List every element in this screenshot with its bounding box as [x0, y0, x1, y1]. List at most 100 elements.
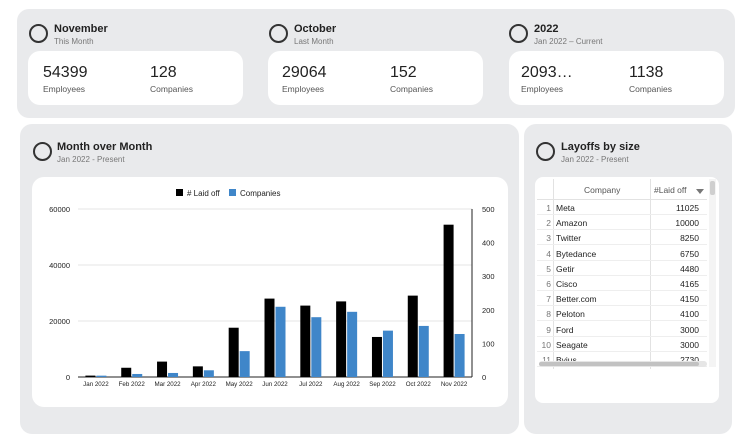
bar-laid-off[interactable]: [121, 367, 132, 377]
row-index: 10: [541, 339, 551, 350]
company-name: Twitter: [556, 233, 582, 244]
bar-laid-off[interactable]: [264, 298, 275, 377]
x-tick-label: Mar 2022: [154, 381, 181, 388]
bar-companies[interactable]: [311, 317, 322, 377]
legend-swatch-companies: [229, 189, 236, 196]
column-header-laid-off[interactable]: #Laid off: [654, 185, 687, 195]
legend-swatch-laid-off: [176, 189, 183, 196]
table-row[interactable]: 8 Peloton 4100: [537, 306, 707, 322]
kpi-subtitle: This Month: [54, 37, 94, 46]
circle-icon: [269, 24, 288, 43]
laid-off-count: 4165: [680, 279, 699, 289]
bar-laid-off[interactable]: [157, 361, 168, 377]
bar-companies[interactable]: [239, 351, 250, 377]
y-right-tick-label: 200: [482, 306, 495, 315]
bar-laid-off[interactable]: [228, 327, 239, 377]
bar-laid-off[interactable]: [443, 224, 454, 377]
scrollbar-thumb[interactable]: [710, 181, 715, 195]
y-left-tick-label: 40000: [49, 261, 70, 270]
table-row[interactable]: 4 Bytedance 6750: [537, 246, 707, 261]
table-row[interactable]: 2 Amazon 10000: [537, 215, 707, 231]
kpi-card-2022: 2093… Employees 1138 Companies: [509, 51, 724, 105]
y-left-tick-label: 0: [66, 373, 70, 382]
table-vertical-scrollbar[interactable]: [709, 179, 716, 367]
bar-laid-off[interactable]: [85, 375, 96, 377]
employees-value: 2093…: [521, 64, 573, 81]
laid-off-count: 4480: [680, 263, 699, 274]
bar-companies[interactable]: [347, 311, 358, 377]
bar-laid-off[interactable]: [371, 336, 382, 377]
chart-card: # Laid off Companies 0 20000 40000 60000 0 10…: [32, 177, 508, 407]
bar-companies[interactable]: [454, 333, 465, 377]
laid-off-count: 4150: [680, 294, 699, 305]
table-row[interactable]: 7 Better.com 4150: [537, 291, 707, 307]
x-tick-label: Aug 2022: [333, 381, 360, 388]
scrollbar-thumb[interactable]: [539, 362, 699, 366]
row-index: 5: [546, 263, 551, 274]
mom-title: Month over Month: [57, 141, 153, 153]
employees-value: 29064: [282, 64, 327, 81]
bar-companies[interactable]: [168, 372, 179, 377]
companies-label: Companies: [629, 84, 672, 94]
bar-laid-off[interactable]: [407, 295, 418, 377]
laid-off-count: 8250: [680, 233, 699, 244]
bar-companies[interactable]: [132, 373, 143, 377]
company-name: Bytedance: [556, 248, 597, 259]
employees-label: Employees: [282, 84, 325, 94]
row-index: 6: [546, 279, 551, 289]
kpi-title: October: [294, 23, 337, 35]
layoffs-table-card: Company #Laid off 1 Meta 11025 2 Amazon 10000…: [535, 177, 719, 403]
company-name: Cisco: [556, 279, 578, 289]
company-name: Meta: [556, 203, 575, 213]
kpi-card-october: 29064 Employees 152 Companies: [268, 51, 483, 105]
y-right-tick-label: 100: [482, 339, 495, 348]
legend-label-companies: Companies: [240, 189, 280, 198]
company-name: Better.com: [556, 294, 597, 305]
circle-icon: [33, 142, 52, 161]
table-row[interactable]: 10 Seagate 3000: [537, 337, 707, 352]
y-right-tick-label: 500: [482, 205, 495, 214]
layoffs-subtitle: Jan 2022 - Present: [561, 155, 629, 164]
bar-companies[interactable]: [203, 370, 214, 377]
x-tick-label: Sep 2022: [369, 381, 396, 388]
company-name: Seagate: [556, 339, 588, 350]
company-name: Peloton: [556, 309, 585, 320]
table-row[interactable]: 1 Meta 11025: [537, 200, 707, 215]
table-row[interactable]: 5 Getir 4480: [537, 261, 707, 276]
bar-companies[interactable]: [96, 375, 107, 377]
bar-laid-off[interactable]: [192, 366, 203, 377]
row-index: 7: [546, 294, 551, 305]
row-index: 1: [546, 203, 551, 213]
y-right-tick-label: 300: [482, 272, 495, 281]
bar-companies[interactable]: [275, 306, 286, 377]
month-over-month-chart: # Laid off Companies 0 20000 40000 60000 0 10…: [49, 189, 495, 388]
bar-laid-off[interactable]: [336, 301, 347, 377]
table-row[interactable]: 3 Twitter 8250: [537, 230, 707, 246]
companies-label: Companies: [150, 84, 193, 94]
x-tick-label: Jun 2022: [262, 381, 288, 388]
companies-value: 152: [390, 64, 417, 81]
laid-off-count: 10000: [675, 218, 699, 229]
companies-label: Companies: [390, 84, 433, 94]
laid-off-count: 6750: [680, 248, 699, 259]
legend-label-laid-off: # Laid off: [187, 189, 221, 198]
table-row[interactable]: 6 Cisco 4165: [537, 276, 707, 291]
x-tick-label: Feb 2022: [119, 381, 146, 388]
table-row[interactable]: 9 Ford 3000: [537, 322, 707, 337]
kpi-subtitle: Jan 2022 – Current: [534, 37, 603, 46]
y-right-tick-label: 400: [482, 239, 495, 248]
companies-value: 1138: [629, 64, 664, 81]
x-tick-label: Jul 2022: [299, 381, 323, 388]
laid-off-count: 11025: [675, 203, 699, 213]
x-tick-label: Nov 2022: [441, 381, 468, 388]
layoffs-table[interactable]: Company #Laid off 1 Meta 11025 2 Amazon 10000…: [537, 179, 709, 369]
laid-off-count: 3000: [680, 324, 699, 335]
bar-companies[interactable]: [382, 330, 393, 377]
y-left-tick-label: 20000: [49, 317, 70, 326]
bar-companies[interactable]: [418, 325, 429, 377]
laid-off-count: 4100: [680, 309, 699, 320]
bar-laid-off[interactable]: [300, 305, 311, 377]
table-horizontal-scrollbar[interactable]: [539, 361, 707, 367]
column-header-company[interactable]: Company: [584, 185, 621, 195]
sort-desc-icon[interactable]: [696, 189, 704, 194]
